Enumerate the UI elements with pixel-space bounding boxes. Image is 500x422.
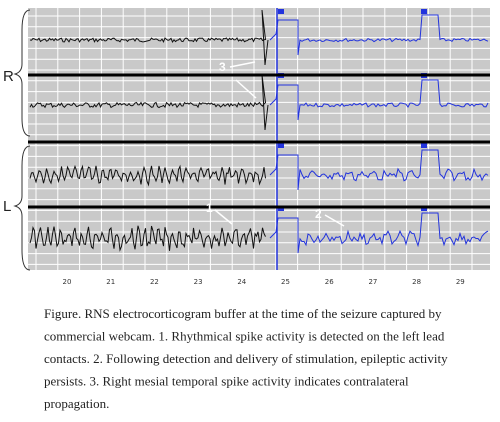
trace <box>29 225 266 252</box>
marker <box>421 9 427 14</box>
annotation: 1 <box>206 201 213 215</box>
x-tick-label: 21 <box>106 278 115 286</box>
trace <box>29 164 266 187</box>
x-tick-label: 29 <box>456 278 465 286</box>
marker <box>421 143 427 148</box>
grid <box>28 8 490 270</box>
trace <box>269 79 489 121</box>
caption-line: propagation. <box>44 396 109 411</box>
caption-line: persists. 3. Right mesial temporal spike… <box>44 374 409 389</box>
trace <box>269 14 489 56</box>
trace <box>29 9 269 66</box>
caption-line: commercial webcam. 1. Rhythmical spike a… <box>44 329 445 344</box>
trace <box>269 149 489 191</box>
channel-separators <box>28 73 490 209</box>
bracket-l <box>13 145 31 271</box>
x-tick-label: 25 <box>281 278 290 286</box>
x-tick-label: 27 <box>368 278 377 286</box>
x-tick-label: 23 <box>194 278 203 286</box>
plot-background <box>28 8 490 270</box>
annotation: 2 <box>315 207 322 221</box>
caption-line: Figure. RNS electrocorticogram buffer at… <box>44 306 442 321</box>
annotation-arrows <box>214 61 345 227</box>
trace <box>269 212 489 254</box>
marker <box>278 9 284 14</box>
side-label: R <box>3 68 14 85</box>
side-label: L <box>3 198 11 215</box>
traces <box>29 9 489 254</box>
x-tick-label: 28 <box>412 278 421 286</box>
x-tick-label: 22 <box>150 278 159 286</box>
bracket-r <box>13 9 31 137</box>
caption-line: contacts. 2. Following detection and del… <box>44 351 448 366</box>
trace <box>29 74 269 131</box>
marker <box>278 143 284 148</box>
annotation: 3 <box>219 60 226 74</box>
x-tick-label: 24 <box>237 278 246 286</box>
x-tick-label: 20 <box>63 278 72 286</box>
x-tick-label: 26 <box>325 278 334 286</box>
